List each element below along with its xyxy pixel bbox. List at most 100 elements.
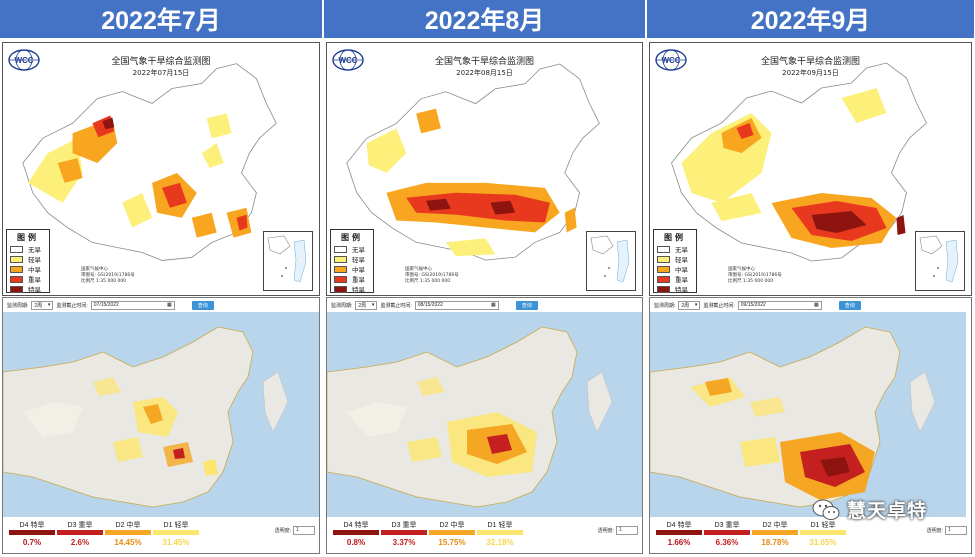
inset-map [590,235,630,283]
legend-label: 中旱 [28,266,41,274]
stat-d1: D1 轻旱 31.45% [153,520,199,547]
map-credit: 国家气候中心 审图号: GS(2019)1786号 比例尺 1:35 000 0… [405,267,459,285]
stat-bar [429,530,475,535]
legend-swatch [10,255,23,263]
transparency-input[interactable]: 1 [293,526,315,535]
map-date: 2022年09月15日 [782,69,839,77]
south-china-sea-inset [263,231,313,291]
calendar-icon: ▦ [491,302,496,308]
period-select[interactable]: 2周 ▾ [678,300,701,310]
legend-swatch [334,275,347,283]
map-credit: 国家气候中心 审图号: GS(2019)1786号 比例尺 1:35 000 0… [728,267,782,285]
legend-label: 无旱 [675,246,688,254]
chevron-down-icon: ▾ [47,302,51,308]
query-button[interactable]: 查询 [191,300,214,310]
legend-item: 中旱 [334,264,370,274]
map-title: 全国气象干旱综合监测图 [111,57,211,67]
credit-line: 比例尺 1:35 000 000 [81,279,127,284]
column-september: 2022年9月 WCC 全国气象干旱综合监测图 2022年09月15日 图例 无… [647,0,974,557]
stat-label: D4 特旱 [666,522,692,529]
period-label: 监测周期: [7,302,29,309]
month-header: 2022年7月 [0,0,322,40]
transparency-label: 透明度: [274,528,291,534]
chevron-down-icon: ▾ [694,302,698,308]
end-date-input[interactable]: 07/15/2022 ▦ [90,300,175,310]
legend-title: 图例 [341,233,363,242]
legend-label: 重旱 [675,276,688,284]
query-button[interactable]: 查询 [515,300,538,310]
legend-label: 轻旱 [28,256,41,264]
wcc-logo-text: WCC [14,56,33,65]
stat-bar [333,530,379,535]
drought-stats-legend: D4 特旱 0.8% D3 重旱 3.37% D2 中旱 15.75% D1 轻… [327,520,642,553]
transparency-label: 透明度: [597,528,614,534]
legend-item: 无旱 [334,244,370,254]
legend-item: 特旱 [334,284,370,294]
drought-map-official: WCC 全国气象干旱综合监测图 2022年08月15日 图例 无旱 轻旱 中旱 … [326,42,643,296]
map-title: 全国气象干旱综合监测图 [760,57,860,67]
credit-line: 国家气候中心 [728,267,755,272]
stat-bar [153,530,199,535]
stat-label: D4 特旱 [19,522,45,529]
period-select[interactable]: 2周 ▾ [355,300,378,310]
transparency-control: 透明度: 1 [927,526,967,535]
credit-line: 比例尺 1:35 000 000 [405,279,451,284]
legend-label: 重旱 [352,276,365,284]
legend-label: 轻旱 [675,256,688,264]
stat-d4: D4 特旱 1.66% [656,520,702,547]
stat-value: 2.6% [70,538,90,547]
column-august: 2022年8月 WCC 全国气象干旱综合监测图 2022年08月15日 图例 无… [324,0,645,557]
end-date-value: 09/15/2022 [740,302,766,308]
legend-label: 特旱 [28,286,41,294]
legend-item: 中旱 [657,264,693,274]
transparency-input[interactable]: 1 [616,526,638,535]
stat-value: 0.8% [346,538,366,547]
legend-label: 中旱 [675,266,688,274]
end-date-input[interactable]: 08/15/2022 ▦ [414,300,499,310]
end-date-input[interactable]: 09/15/2022 ▦ [737,300,822,310]
drought-map-official: WCC 全国气象干旱综合监测图 2022年09月15日 图例 无旱 轻旱 中旱 … [649,42,972,296]
credit-line: 国家气候中心 [405,267,432,272]
satellite-drought-map [650,312,966,517]
legend-swatch [10,265,23,273]
map-legend: 图例 无旱 轻旱 中旱 重旱 特旱 [6,229,50,294]
map-credit: 国家气候中心 审图号: GS(2019)1786号 比例尺 1:35 000 0… [81,267,135,285]
stat-label: D2 中旱 [115,522,141,529]
stat-d2: D2 中旱 18.78% [752,520,798,547]
legend-swatch [657,245,670,253]
transparency-control: 透明度: 1 [275,526,315,535]
legend-swatch [334,245,347,253]
stat-value: 6.36% [715,538,739,547]
stat-label: D2 中旱 [439,522,465,529]
period-label: 监测周期: [654,302,676,309]
legend-label: 轻旱 [352,256,365,264]
stat-label: D1 轻旱 [487,522,513,529]
legend-label: 无旱 [28,246,41,254]
legend-item: 重旱 [10,274,46,284]
stat-value: 18.78% [761,538,789,547]
legend-item: 重旱 [334,274,370,284]
legend-item: 轻旱 [10,254,46,264]
stat-bar [9,530,55,535]
transparency-label: 透明度: [926,528,943,534]
drought-monitor-web: 监测周期: 2周 ▾ 监测截止时间: 08/15/2022 ▦ 查询 D4 特旱 0… [326,297,643,554]
chevron-down-icon: ▾ [371,302,375,308]
watermark: 慧天卓特 [811,496,927,523]
legend-title: 图例 [17,233,39,242]
end-date-value: 07/15/2022 [93,302,119,308]
stat-d2: D2 中旱 14.45% [105,520,151,547]
stat-value: 15.75% [438,538,466,547]
stat-d3: D3 重旱 3.37% [381,520,427,547]
period-select[interactable]: 2周 ▾ [31,300,54,310]
legend-swatch [657,255,670,263]
query-button[interactable]: 查询 [838,300,861,310]
end-date-label: 监测截止时间: [56,302,88,309]
drought-stats-legend: D4 特旱 0.7% D3 重旱 2.6% D2 中旱 14.45% D1 轻旱… [3,520,319,553]
stat-d2: D2 中旱 15.75% [429,520,475,547]
period-label: 监测周期: [331,302,353,309]
stat-d4: D4 特旱 0.8% [333,520,379,547]
transparency-input[interactable]: 1 [945,526,967,535]
period-value: 2周 [34,302,43,309]
stat-value: 32.18% [486,538,514,547]
south-china-sea-inset [586,231,636,291]
